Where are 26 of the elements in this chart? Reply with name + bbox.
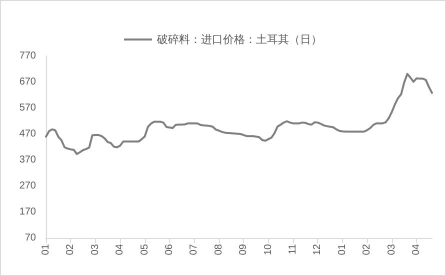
y-tick-label: 770 xyxy=(19,50,36,62)
y-tick-label: 70 xyxy=(24,232,36,244)
legend-label: 破碎料：进口价格：土耳其（日） xyxy=(156,33,322,46)
line-series xyxy=(45,72,433,156)
x-tick-label: 03 xyxy=(90,244,101,256)
x-tick-label: 07 xyxy=(188,244,200,256)
x-tick-label: 11 xyxy=(288,244,299,254)
y-tick-label: 570 xyxy=(19,102,36,114)
x-tick-label: 09 xyxy=(238,244,250,256)
x-tick-label: 01 xyxy=(336,244,348,256)
x-tick-label: 04 xyxy=(114,244,126,256)
y-tick-label: 270 xyxy=(19,180,36,192)
x-tick-label: 08 xyxy=(213,244,224,256)
x-tick-label: 03 xyxy=(386,244,398,256)
x-tick-label: 12 xyxy=(312,244,324,256)
x-tick-label: 02 xyxy=(65,244,76,256)
x-tick-label: 04 xyxy=(411,244,422,256)
x-tick-label: 05 xyxy=(139,244,150,256)
x-tick-label: 06 xyxy=(164,244,176,256)
y-tick-label: 670 xyxy=(19,76,36,88)
x-tick-label: 10 xyxy=(262,244,274,256)
x-tick-label: 01 xyxy=(40,244,52,256)
x-tick-label: 02 xyxy=(362,244,373,256)
y-tick-label: 370 xyxy=(19,154,36,166)
y-tick-label: 170 xyxy=(19,206,36,218)
y-tick-label: 470 xyxy=(19,128,36,140)
